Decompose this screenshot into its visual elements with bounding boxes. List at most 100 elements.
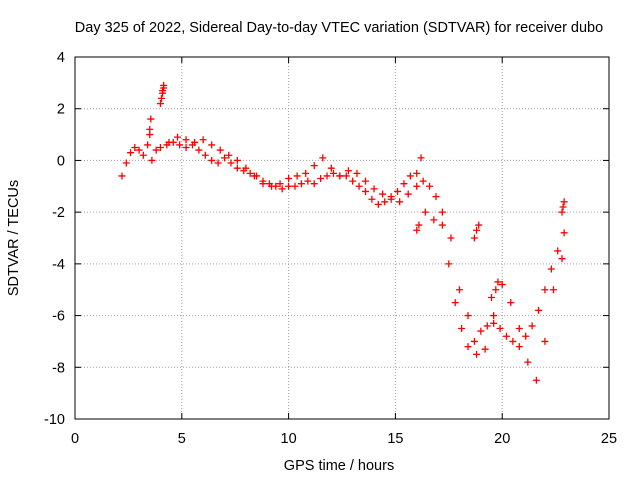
data-point <box>494 278 502 286</box>
data-point <box>225 151 233 159</box>
data-point <box>368 195 376 203</box>
data-point <box>413 182 421 190</box>
data-point <box>496 325 504 332</box>
plot-frame <box>74 56 610 420</box>
series-group <box>165 133 566 384</box>
data-point <box>221 154 229 162</box>
x-tick-label: 0 <box>71 431 79 447</box>
data-point <box>417 154 425 162</box>
data-point <box>310 180 318 188</box>
data-point <box>182 144 190 151</box>
data-point <box>278 185 286 193</box>
data-point <box>349 177 357 185</box>
data-point <box>490 319 498 327</box>
data-point <box>470 337 478 345</box>
data-point <box>458 325 466 332</box>
data-point <box>353 169 361 177</box>
data-point <box>242 164 250 172</box>
data-point <box>199 136 207 144</box>
data-point <box>317 175 325 183</box>
data-point <box>445 260 453 268</box>
data-point <box>158 94 166 102</box>
data-point <box>250 172 258 180</box>
data-point <box>291 182 299 190</box>
data-point <box>430 216 438 224</box>
data-point <box>285 182 293 190</box>
data-point <box>532 376 540 384</box>
data-point <box>549 286 557 294</box>
data-point <box>413 226 421 234</box>
grid-lines <box>75 57 609 419</box>
data-point <box>268 182 276 190</box>
data-point <box>447 234 455 242</box>
data-point <box>233 164 241 172</box>
data-point <box>535 306 543 314</box>
data-point <box>361 187 369 195</box>
data-point <box>498 281 506 289</box>
data-point <box>515 325 523 332</box>
data-point <box>394 187 402 195</box>
y-tick-label: -8 <box>52 360 65 376</box>
data-point <box>419 177 427 185</box>
data-point <box>415 221 423 229</box>
data-point <box>524 358 532 366</box>
data-point <box>246 169 254 177</box>
data-point <box>208 141 216 149</box>
data-point <box>483 322 491 330</box>
data-point <box>507 299 515 307</box>
data-point <box>464 312 472 320</box>
data-point <box>122 159 130 167</box>
data-point <box>473 226 481 234</box>
data-point <box>502 332 510 340</box>
data-point <box>400 180 408 188</box>
y-tick-label: -6 <box>52 309 65 325</box>
data-point <box>127 149 135 157</box>
y-tick-label: 4 <box>57 50 65 66</box>
data-point <box>146 125 154 133</box>
x-tick-label: 25 <box>601 431 617 447</box>
data-point <box>381 198 389 206</box>
x-tick-label: 20 <box>494 431 510 447</box>
data-point <box>541 337 549 345</box>
data-point <box>336 172 344 180</box>
data-point <box>370 185 378 193</box>
data-point <box>438 221 446 229</box>
data-point <box>293 172 301 180</box>
data-point <box>559 203 567 211</box>
data-point <box>276 180 284 188</box>
data-point <box>297 180 305 188</box>
data-point <box>174 133 182 141</box>
data-point <box>464 343 472 351</box>
data-point <box>227 159 235 167</box>
data-point <box>310 162 318 170</box>
x-tick-label: 10 <box>281 431 297 447</box>
data-point <box>515 343 523 351</box>
y-tick-label: -2 <box>52 205 65 221</box>
x-axis-label: GPS time / hours <box>284 458 394 474</box>
data-point <box>477 327 485 335</box>
data-point <box>329 169 337 177</box>
data-point <box>470 234 478 242</box>
data-point <box>490 312 498 320</box>
data-point <box>148 156 156 164</box>
series-group <box>118 138 568 351</box>
data-point <box>473 350 481 358</box>
data-point <box>560 198 568 206</box>
data-point <box>374 200 382 208</box>
data-point <box>152 146 160 154</box>
data-point <box>438 208 446 216</box>
data-point <box>135 146 143 154</box>
data-point <box>547 265 555 273</box>
data-point <box>304 177 312 185</box>
data-point <box>201 151 209 159</box>
data-point <box>379 190 387 198</box>
data-point <box>481 345 489 353</box>
data-point <box>492 286 500 294</box>
data-point <box>214 159 222 167</box>
data-point <box>396 198 404 206</box>
data-point <box>426 182 434 190</box>
data-point <box>455 286 463 294</box>
data-point <box>144 141 152 149</box>
